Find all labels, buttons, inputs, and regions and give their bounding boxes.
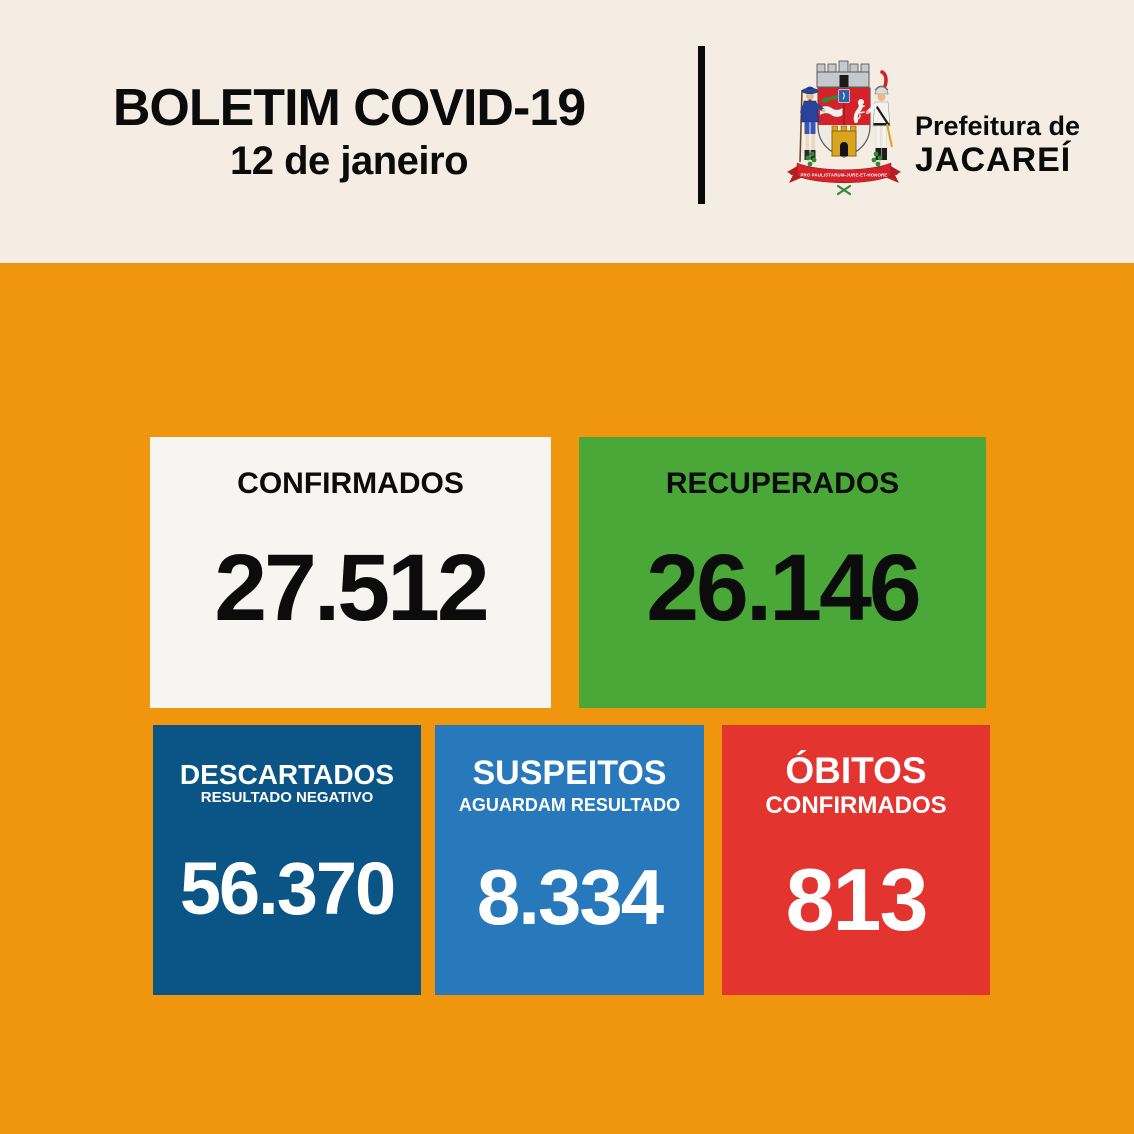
coat-of-arms-svg: PRO PAULISTARUM-JURE-ET-HONORE	[787, 60, 901, 196]
card-sublabel: RESULTADO NEGATIVO	[200, 789, 374, 806]
card-value: 27.512	[214, 535, 490, 641]
bulletin-date: 12 de janeiro	[229, 138, 469, 183]
guard-figure	[865, 70, 893, 160]
mural-crown-icon	[816, 60, 870, 88]
card-value: 26.146	[646, 535, 922, 641]
title-block: BOLETIM COVID-19 12 de janeiro	[0, 0, 698, 263]
org-name-block: Prefeitura de JACAREÍ	[915, 111, 1081, 180]
card-label: DESCARTADOS	[179, 759, 395, 790]
lion-charge	[853, 99, 865, 123]
card-sublabel: AGUARDAM RESULTADO	[458, 795, 681, 815]
card-confirmados: CONFIRMADOS 27.512	[150, 437, 551, 708]
card-value: 56.370	[179, 847, 396, 930]
motto-ribbon: PRO PAULISTARUM-JURE-ET-HONORE	[787, 162, 901, 196]
org-name-line2: JACAREÍ	[915, 141, 1072, 179]
card-label: CONFIRMADOS	[237, 467, 464, 500]
card-label: ÓBITOS	[785, 750, 927, 791]
header-band: BOLETIM COVID-19 12 de janeiro	[0, 0, 1134, 263]
card-sublabel: CONFIRMADOS	[765, 792, 947, 819]
card-value: 813	[785, 850, 929, 949]
motto-text: PRO PAULISTARUM-JURE-ET-HONORE	[800, 173, 887, 178]
card-obitos: ÓBITOS CONFIRMADOS 813	[722, 725, 990, 995]
card-value: 8.334	[476, 853, 664, 941]
page-title: BOLETIM COVID-19	[112, 78, 586, 137]
card-label: RECUPERADOS	[665, 467, 900, 500]
card-suspeitos: SUSPEITOS AGUARDAM RESULTADO 8.334	[435, 725, 704, 995]
branch-charge	[821, 95, 839, 103]
jacarei-coat-of-arms-icon: PRO PAULISTARUM-JURE-ET-HONORE	[779, 52, 909, 204]
card-descartados: DESCARTADOS RESULTADO NEGATIVO 56.370	[153, 725, 421, 995]
card-recuperados: RECUPERADOS 26.146	[579, 437, 986, 708]
org-name-line1: Prefeitura de	[915, 111, 1081, 141]
vertical-divider	[698, 46, 705, 204]
tower-charge	[831, 125, 857, 157]
wavy-fess-charge	[819, 105, 843, 118]
card-label: SUSPEITOS	[472, 754, 667, 792]
